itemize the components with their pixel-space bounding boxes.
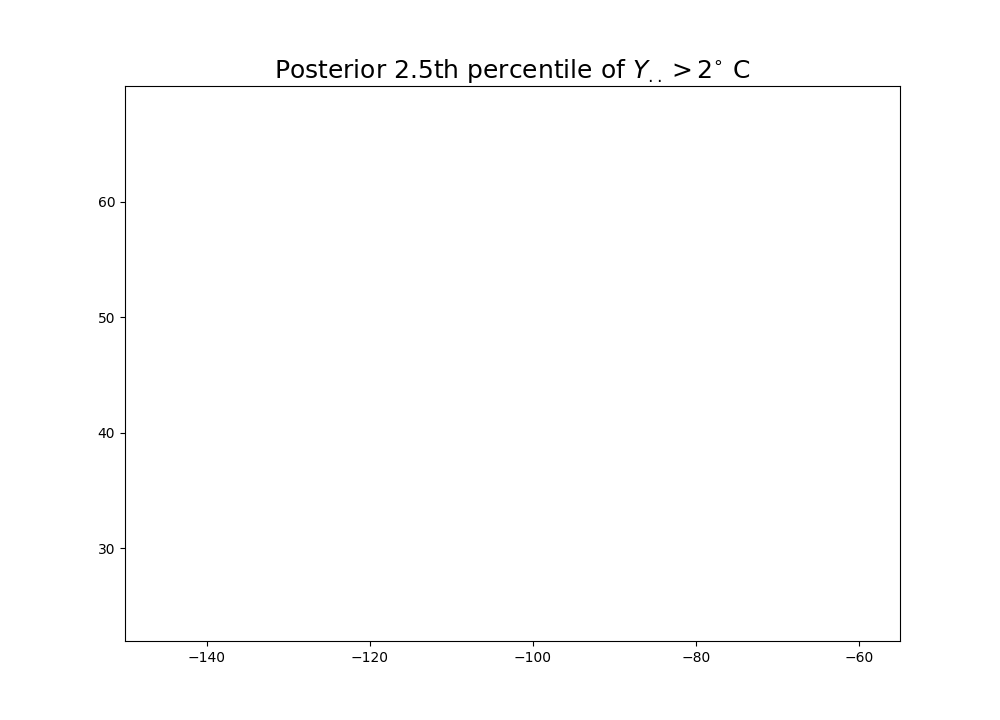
Title: Posterior 2.5th percentile of $Y_{..} > 2^{\circ}$ C: Posterior 2.5th percentile of $Y_{..} > … <box>274 57 751 85</box>
